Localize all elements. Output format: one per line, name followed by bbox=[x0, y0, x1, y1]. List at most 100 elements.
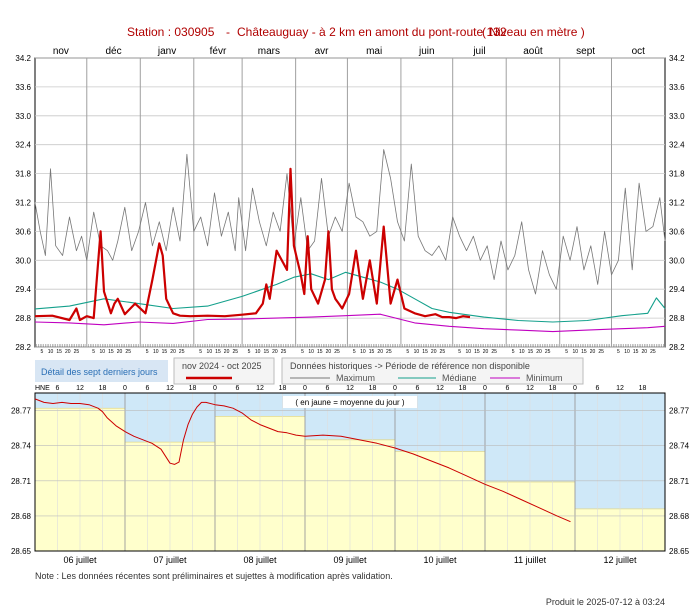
legend-row: Détail des sept derniers jours nov 2024 … bbox=[35, 357, 584, 385]
detail-hour-ticks: 6 12 18 0 6 12 18 0 6 12 18 0 6 12 18 0 6 12 18 0 6 12 18 0 6 12 1… bbox=[56, 385, 647, 392]
annual-day-tick-label: 20 bbox=[642, 349, 648, 355]
annual-day-tick-label: 5 bbox=[406, 349, 409, 355]
detail-hour-tick-label: 18 bbox=[279, 385, 287, 392]
annual-minimum-line bbox=[34, 313, 666, 333]
header-separator: - bbox=[226, 25, 230, 39]
annual-y-tick-left: 33.6 bbox=[15, 83, 31, 92]
annual-y-tick-left: 30.0 bbox=[15, 256, 31, 265]
period-label: nov 2024 - oct 2025 bbox=[182, 361, 262, 371]
annual-month-label: avr bbox=[315, 46, 330, 57]
daily-mean-note: ( en jaune = moyenne du jour ) bbox=[295, 398, 405, 407]
annual-month-label: juin bbox=[418, 46, 435, 57]
annual-day-tick-label: 25 bbox=[179, 349, 185, 355]
detail-hour-tick-label: 12 bbox=[166, 385, 174, 392]
annual-day-tick-label: 25 bbox=[650, 349, 656, 355]
annual-month-label: déc bbox=[105, 46, 121, 57]
annual-series bbox=[34, 149, 666, 333]
annual-median-line bbox=[34, 271, 666, 323]
daily-mean-note-box bbox=[283, 396, 417, 408]
annual-day-tick-label: 15 bbox=[56, 349, 62, 355]
annual-day-tick-label: 20 bbox=[377, 349, 383, 355]
median-legend-label: Médiane bbox=[442, 373, 477, 383]
annual-y-tick-left: 34.2 bbox=[15, 54, 31, 63]
annual-maximum-line bbox=[34, 149, 666, 295]
annual-day-tick-label: 10 bbox=[519, 349, 525, 355]
annual-day-tick-label: 10 bbox=[308, 349, 314, 355]
detail-hour-tick-label: 12 bbox=[346, 385, 354, 392]
annual-month-label: juil bbox=[472, 46, 485, 57]
annual-y-tick-right: 33.6 bbox=[669, 83, 685, 92]
detail-y-tick-left: 28.77 bbox=[11, 407, 32, 416]
annual-day-tick-label: 10 bbox=[360, 349, 366, 355]
annual-y-tick-right: 28.2 bbox=[669, 343, 685, 352]
detail-hour-tick-label: 12 bbox=[76, 385, 84, 392]
annual-y-tick-right: 31.2 bbox=[669, 199, 685, 208]
detail-hour-tick-label: 18 bbox=[459, 385, 467, 392]
annual-day-tick-label: 25 bbox=[386, 349, 392, 355]
min-legend-label: Minimum bbox=[526, 373, 563, 383]
annual-month-label: nov bbox=[53, 46, 69, 57]
annual-day-tick-label: 5 bbox=[353, 349, 356, 355]
annual-day-tick-label: 25 bbox=[491, 349, 497, 355]
detail-day-label: 09 juillet bbox=[333, 555, 367, 565]
annual-day-tick-label: 5 bbox=[248, 349, 251, 355]
detail-hour-tick-label: 0 bbox=[123, 385, 127, 392]
annual-day-ticks: 5 10 15 20 25 5 10 15 20 25 5 10 15 20 25 5 10 15 20 25 5 10 1… bbox=[36, 344, 664, 355]
annual-day-tick-label: 15 bbox=[108, 349, 114, 355]
historic-label: Données historiques -> Période de référe… bbox=[290, 361, 530, 371]
detail-hour-tick-label: 12 bbox=[526, 385, 534, 392]
detail-hour-tick-label: 0 bbox=[303, 385, 307, 392]
annual-day-tick-label: 25 bbox=[232, 349, 238, 355]
detail-hour-tick-label: 18 bbox=[99, 385, 107, 392]
detail-series bbox=[34, 398, 571, 523]
annual-day-tick-label: 5 bbox=[146, 349, 149, 355]
annual-day-tick-label: 10 bbox=[414, 349, 420, 355]
detail-hour-tick-label: 6 bbox=[56, 385, 60, 392]
annual-day-tick-label: 15 bbox=[474, 349, 480, 355]
annual-day-tick-label: 5 bbox=[92, 349, 95, 355]
detail-label-box bbox=[35, 360, 168, 382]
detail-day-label: 12 juillet bbox=[603, 555, 637, 565]
detail-hour-tick-label: 0 bbox=[483, 385, 487, 392]
annual-day-tick-label: 5 bbox=[41, 349, 44, 355]
annual-month-labels: nov déc janv févr mars avr mai juin juil août sept… bbox=[53, 46, 645, 57]
annual-month-label: août bbox=[523, 46, 543, 57]
detail-hour-tick-label: 6 bbox=[506, 385, 510, 392]
annual-day-tick-label: 15 bbox=[162, 349, 168, 355]
historic-legend-box bbox=[281, 357, 584, 385]
annual-y-tick-left: 28.2 bbox=[15, 343, 31, 352]
annual-y-tick-right: 30.6 bbox=[669, 227, 685, 236]
annual-day-tick-label: 20 bbox=[272, 349, 278, 355]
annual-day-tick-label: 15 bbox=[215, 349, 221, 355]
detail-hour-tick-label: 6 bbox=[596, 385, 600, 392]
annual-day-tick-label: 15 bbox=[633, 349, 639, 355]
annual-day-tick-label: 25 bbox=[74, 349, 80, 355]
detail-y-ticks: 28.65 28.65 28.68 28.68 28.71 28.71 28.74 28.74… bbox=[11, 407, 690, 556]
annual-y-tick-left: 31.2 bbox=[15, 199, 31, 208]
annual-day-tick-label: 10 bbox=[624, 349, 630, 355]
detail-hour-tick-label: 12 bbox=[256, 385, 264, 392]
annual-day-tick-label: 15 bbox=[264, 349, 270, 355]
annual-day-tick-label: 20 bbox=[170, 349, 176, 355]
annual-day-tick-label: 25 bbox=[598, 349, 604, 355]
detail-hour-tick-label: 18 bbox=[549, 385, 557, 392]
detail-hour-tick-label: 12 bbox=[436, 385, 444, 392]
annual-y-tick-right: 30.0 bbox=[669, 256, 685, 265]
annual-y-tick-right: 29.4 bbox=[669, 285, 685, 294]
annual-y-tick-right: 34.2 bbox=[669, 54, 685, 63]
detail-hour-tick-label: 12 bbox=[616, 385, 624, 392]
hne-label: HNE bbox=[35, 385, 50, 392]
annual-day-tick-label: 10 bbox=[153, 349, 159, 355]
detail-y-tick-left: 28.68 bbox=[11, 512, 32, 521]
detail-label: Détail des sept derniers jours bbox=[41, 367, 158, 377]
detail-day-label: 07 juillet bbox=[153, 555, 187, 565]
detail-hour-tick-label: 6 bbox=[326, 385, 330, 392]
detail-y-tick-right: 28.74 bbox=[669, 442, 690, 451]
detail-hour-tick-label: 6 bbox=[416, 385, 420, 392]
annual-day-tick-label: 10 bbox=[207, 349, 213, 355]
annual-day-tick-label: 10 bbox=[572, 349, 578, 355]
annual-day-tick-label: 5 bbox=[617, 349, 620, 355]
annual-day-tick-label: 5 bbox=[301, 349, 304, 355]
detail-hour-tick-label: 0 bbox=[573, 385, 577, 392]
